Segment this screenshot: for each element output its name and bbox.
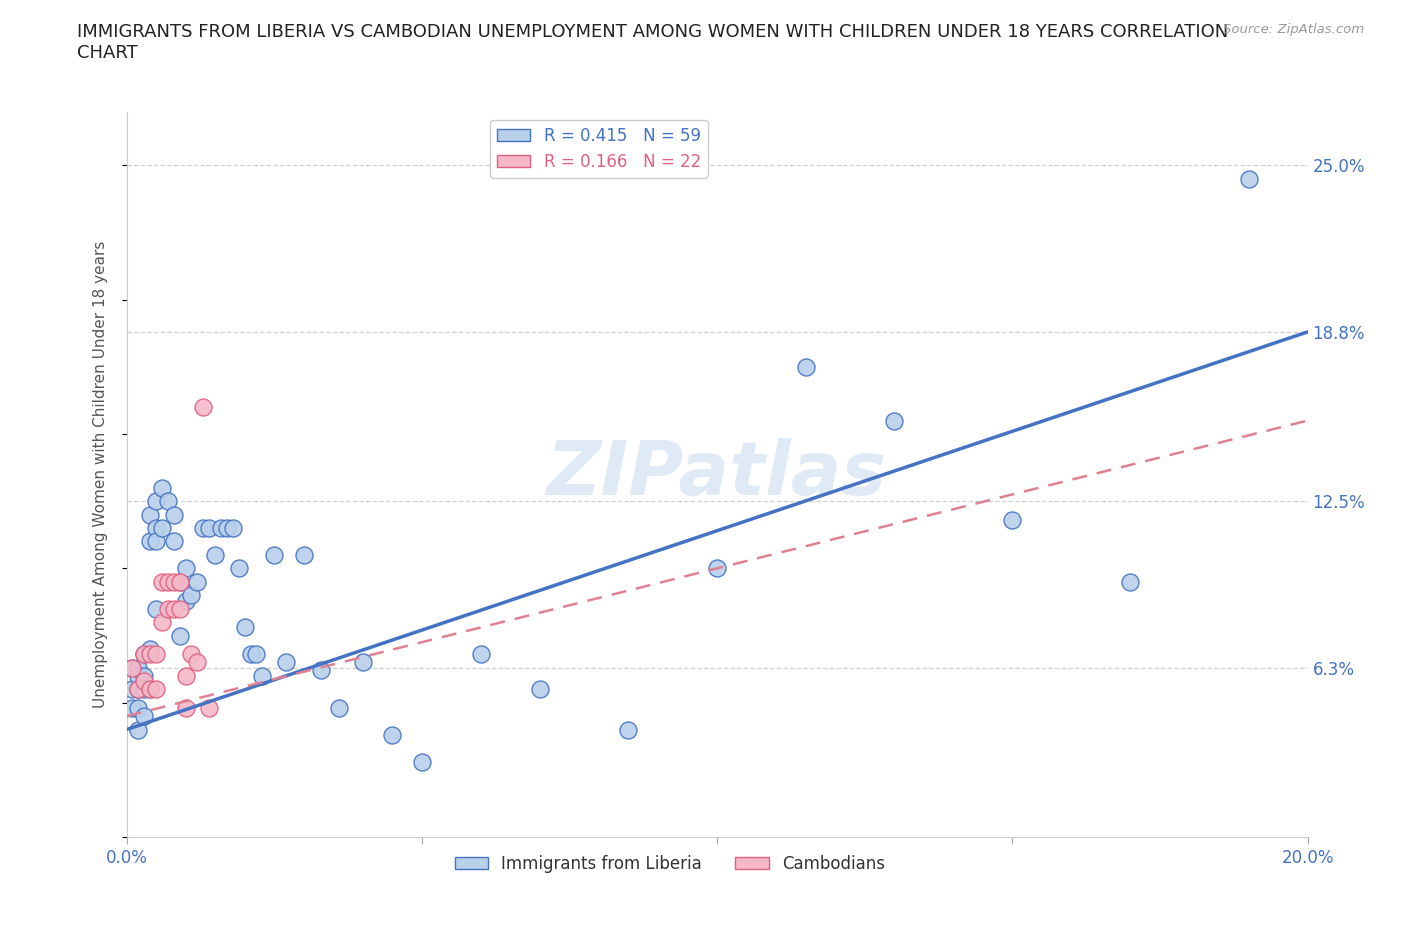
Point — [156, 601, 179, 616]
Point — [228, 561, 250, 576]
Point — [150, 521, 173, 536]
Point — [180, 647, 202, 662]
Point — [180, 588, 202, 603]
Point — [163, 601, 186, 616]
Point — [163, 534, 186, 549]
Point — [1001, 512, 1024, 527]
Point — [381, 727, 404, 742]
Point — [274, 655, 297, 670]
Text: IMMIGRANTS FROM LIBERIA VS CAMBODIAN UNEMPLOYMENT AMONG WOMEN WITH CHILDREN UNDE: IMMIGRANTS FROM LIBERIA VS CAMBODIAN UNE… — [77, 23, 1229, 62]
Point — [263, 548, 285, 563]
Point — [252, 669, 274, 684]
Point — [134, 709, 156, 724]
Point — [193, 400, 215, 415]
Point — [706, 561, 728, 576]
Point — [411, 754, 433, 769]
Point — [198, 521, 221, 536]
Point — [204, 548, 226, 563]
Point — [127, 660, 149, 675]
Point — [311, 663, 333, 678]
Point — [150, 575, 173, 590]
Point — [145, 647, 167, 662]
Point — [139, 534, 162, 549]
Point — [470, 647, 492, 662]
Legend: Immigrants from Liberia, Cambodians: Immigrants from Liberia, Cambodians — [449, 848, 891, 880]
Point — [134, 673, 156, 688]
Point — [169, 601, 191, 616]
Point — [1119, 575, 1142, 590]
Point — [150, 480, 173, 495]
Point — [169, 575, 191, 590]
Point — [121, 660, 143, 675]
Point — [145, 601, 167, 616]
Point — [245, 647, 267, 662]
Point — [617, 722, 640, 737]
Point — [163, 507, 186, 522]
Point — [127, 669, 149, 684]
Point — [121, 700, 143, 715]
Point — [198, 700, 221, 715]
Point — [139, 647, 162, 662]
Point — [145, 682, 167, 697]
Point — [239, 647, 262, 662]
Point — [193, 521, 215, 536]
Point — [127, 700, 149, 715]
Point — [145, 494, 167, 509]
Point — [222, 521, 245, 536]
Point — [121, 660, 143, 675]
Point — [174, 669, 197, 684]
Point — [292, 548, 315, 563]
Point — [794, 359, 817, 374]
Point — [233, 620, 256, 635]
Point — [150, 615, 173, 630]
Point — [134, 647, 156, 662]
Point — [174, 593, 197, 608]
Point — [174, 700, 197, 715]
Point — [145, 521, 167, 536]
Point — [121, 682, 143, 697]
Point — [127, 682, 149, 697]
Point — [186, 575, 208, 590]
Point — [328, 700, 350, 715]
Point — [174, 561, 197, 576]
Text: ZIPatlas: ZIPatlas — [547, 438, 887, 511]
Point — [139, 642, 162, 657]
Point — [139, 507, 162, 522]
Point — [134, 647, 156, 662]
Y-axis label: Unemployment Among Women with Children Under 18 years: Unemployment Among Women with Children U… — [93, 241, 108, 708]
Point — [127, 682, 149, 697]
Point — [883, 413, 905, 428]
Point — [209, 521, 232, 536]
Point — [134, 669, 156, 684]
Point — [156, 575, 179, 590]
Point — [156, 494, 179, 509]
Point — [139, 682, 162, 697]
Text: Source: ZipAtlas.com: Source: ZipAtlas.com — [1223, 23, 1364, 36]
Point — [352, 655, 374, 670]
Point — [145, 534, 167, 549]
Point — [1237, 171, 1260, 186]
Point — [529, 682, 551, 697]
Point — [134, 682, 156, 697]
Point — [163, 575, 186, 590]
Point — [127, 722, 149, 737]
Point — [139, 682, 162, 697]
Point — [186, 655, 208, 670]
Point — [169, 628, 191, 643]
Point — [169, 575, 191, 590]
Point — [215, 521, 238, 536]
